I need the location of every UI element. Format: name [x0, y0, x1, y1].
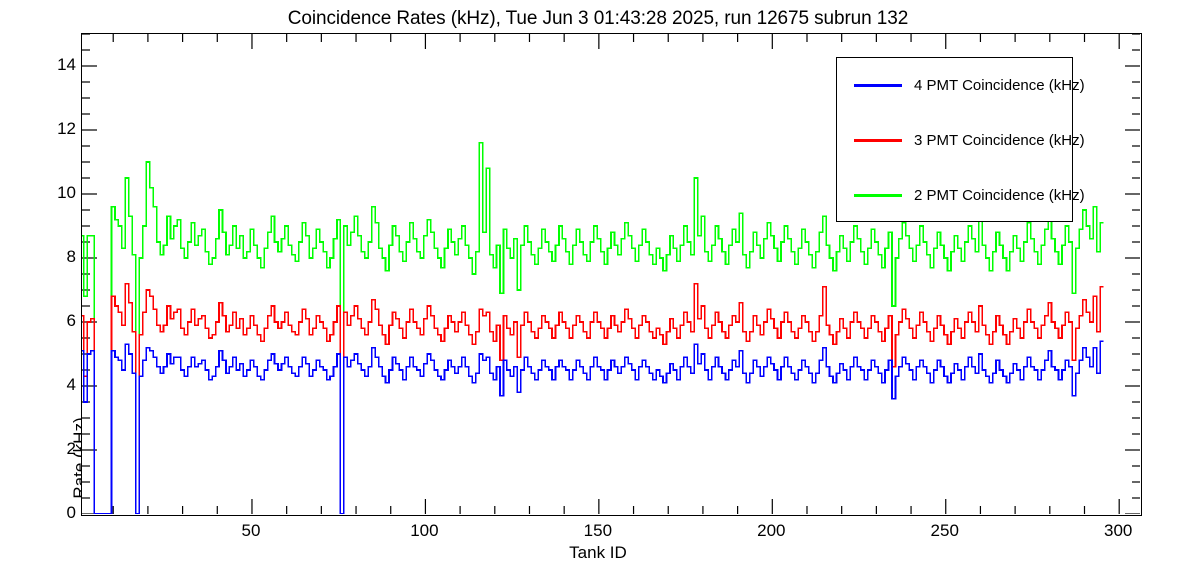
y-tick-label-5: 10 [57, 183, 76, 202]
x-tick-label-5: 300 [1103, 521, 1133, 540]
y-tick-label-6: 12 [57, 119, 76, 138]
x-tick-label-4: 250 [930, 521, 959, 540]
x-axis-tick-labels: 50 100 150 200 250 300 [0, 521, 1196, 545]
legend-color-swatch [854, 84, 902, 87]
x-axis-title: Tank ID [569, 543, 627, 562]
legend-color-swatch [854, 194, 902, 197]
x-tick-label-0: 50 [241, 521, 261, 540]
series-4pmt [82, 340, 1104, 514]
legend-color-swatch [854, 139, 902, 142]
legend-item-3pmt[interactable]: 3 PMT Coincidence (kHz) [837, 113, 1085, 168]
y-axis-tick-labels: 0 2 4 6 8 10 12 14 [36, 33, 76, 522]
y-tick-label-1: 2 [66, 439, 76, 458]
legend-item-4pmt[interactable]: 4 PMT Coincidence (kHz) [837, 58, 1085, 113]
x-tick-label-1: 100 [410, 521, 439, 540]
series-2pmt [82, 142, 1104, 514]
chart-legend: 4 PMT Coincidence (kHz) 3 PMT Coincidence… [836, 57, 1085, 223]
legend-label: 3 PMT Coincidence (kHz) [914, 132, 1085, 149]
y-tick-label-3: 6 [66, 311, 76, 330]
y-tick-label-7: 14 [57, 55, 76, 74]
y-tick-label-2: 4 [66, 375, 76, 394]
chart-title: Coincidence Rates (kHz), Tue Jun 3 01:43… [287, 8, 909, 29]
y-tick-label-0: 0 [66, 503, 76, 522]
y-tick-label-4: 8 [66, 247, 76, 266]
legend-item-2pmt[interactable]: 2 PMT Coincidence (kHz) [837, 168, 1085, 223]
legend-label: 4 PMT Coincidence (kHz) [914, 77, 1085, 94]
legend-label: 2 PMT Coincidence (kHz) [914, 187, 1085, 204]
x-tick-label-3: 200 [757, 521, 786, 540]
x-axis-ticks [112, 34, 1120, 514]
plot-canvas [82, 34, 1140, 514]
series-3pmt [82, 282, 1104, 514]
x-tick-label-2: 150 [583, 521, 613, 540]
